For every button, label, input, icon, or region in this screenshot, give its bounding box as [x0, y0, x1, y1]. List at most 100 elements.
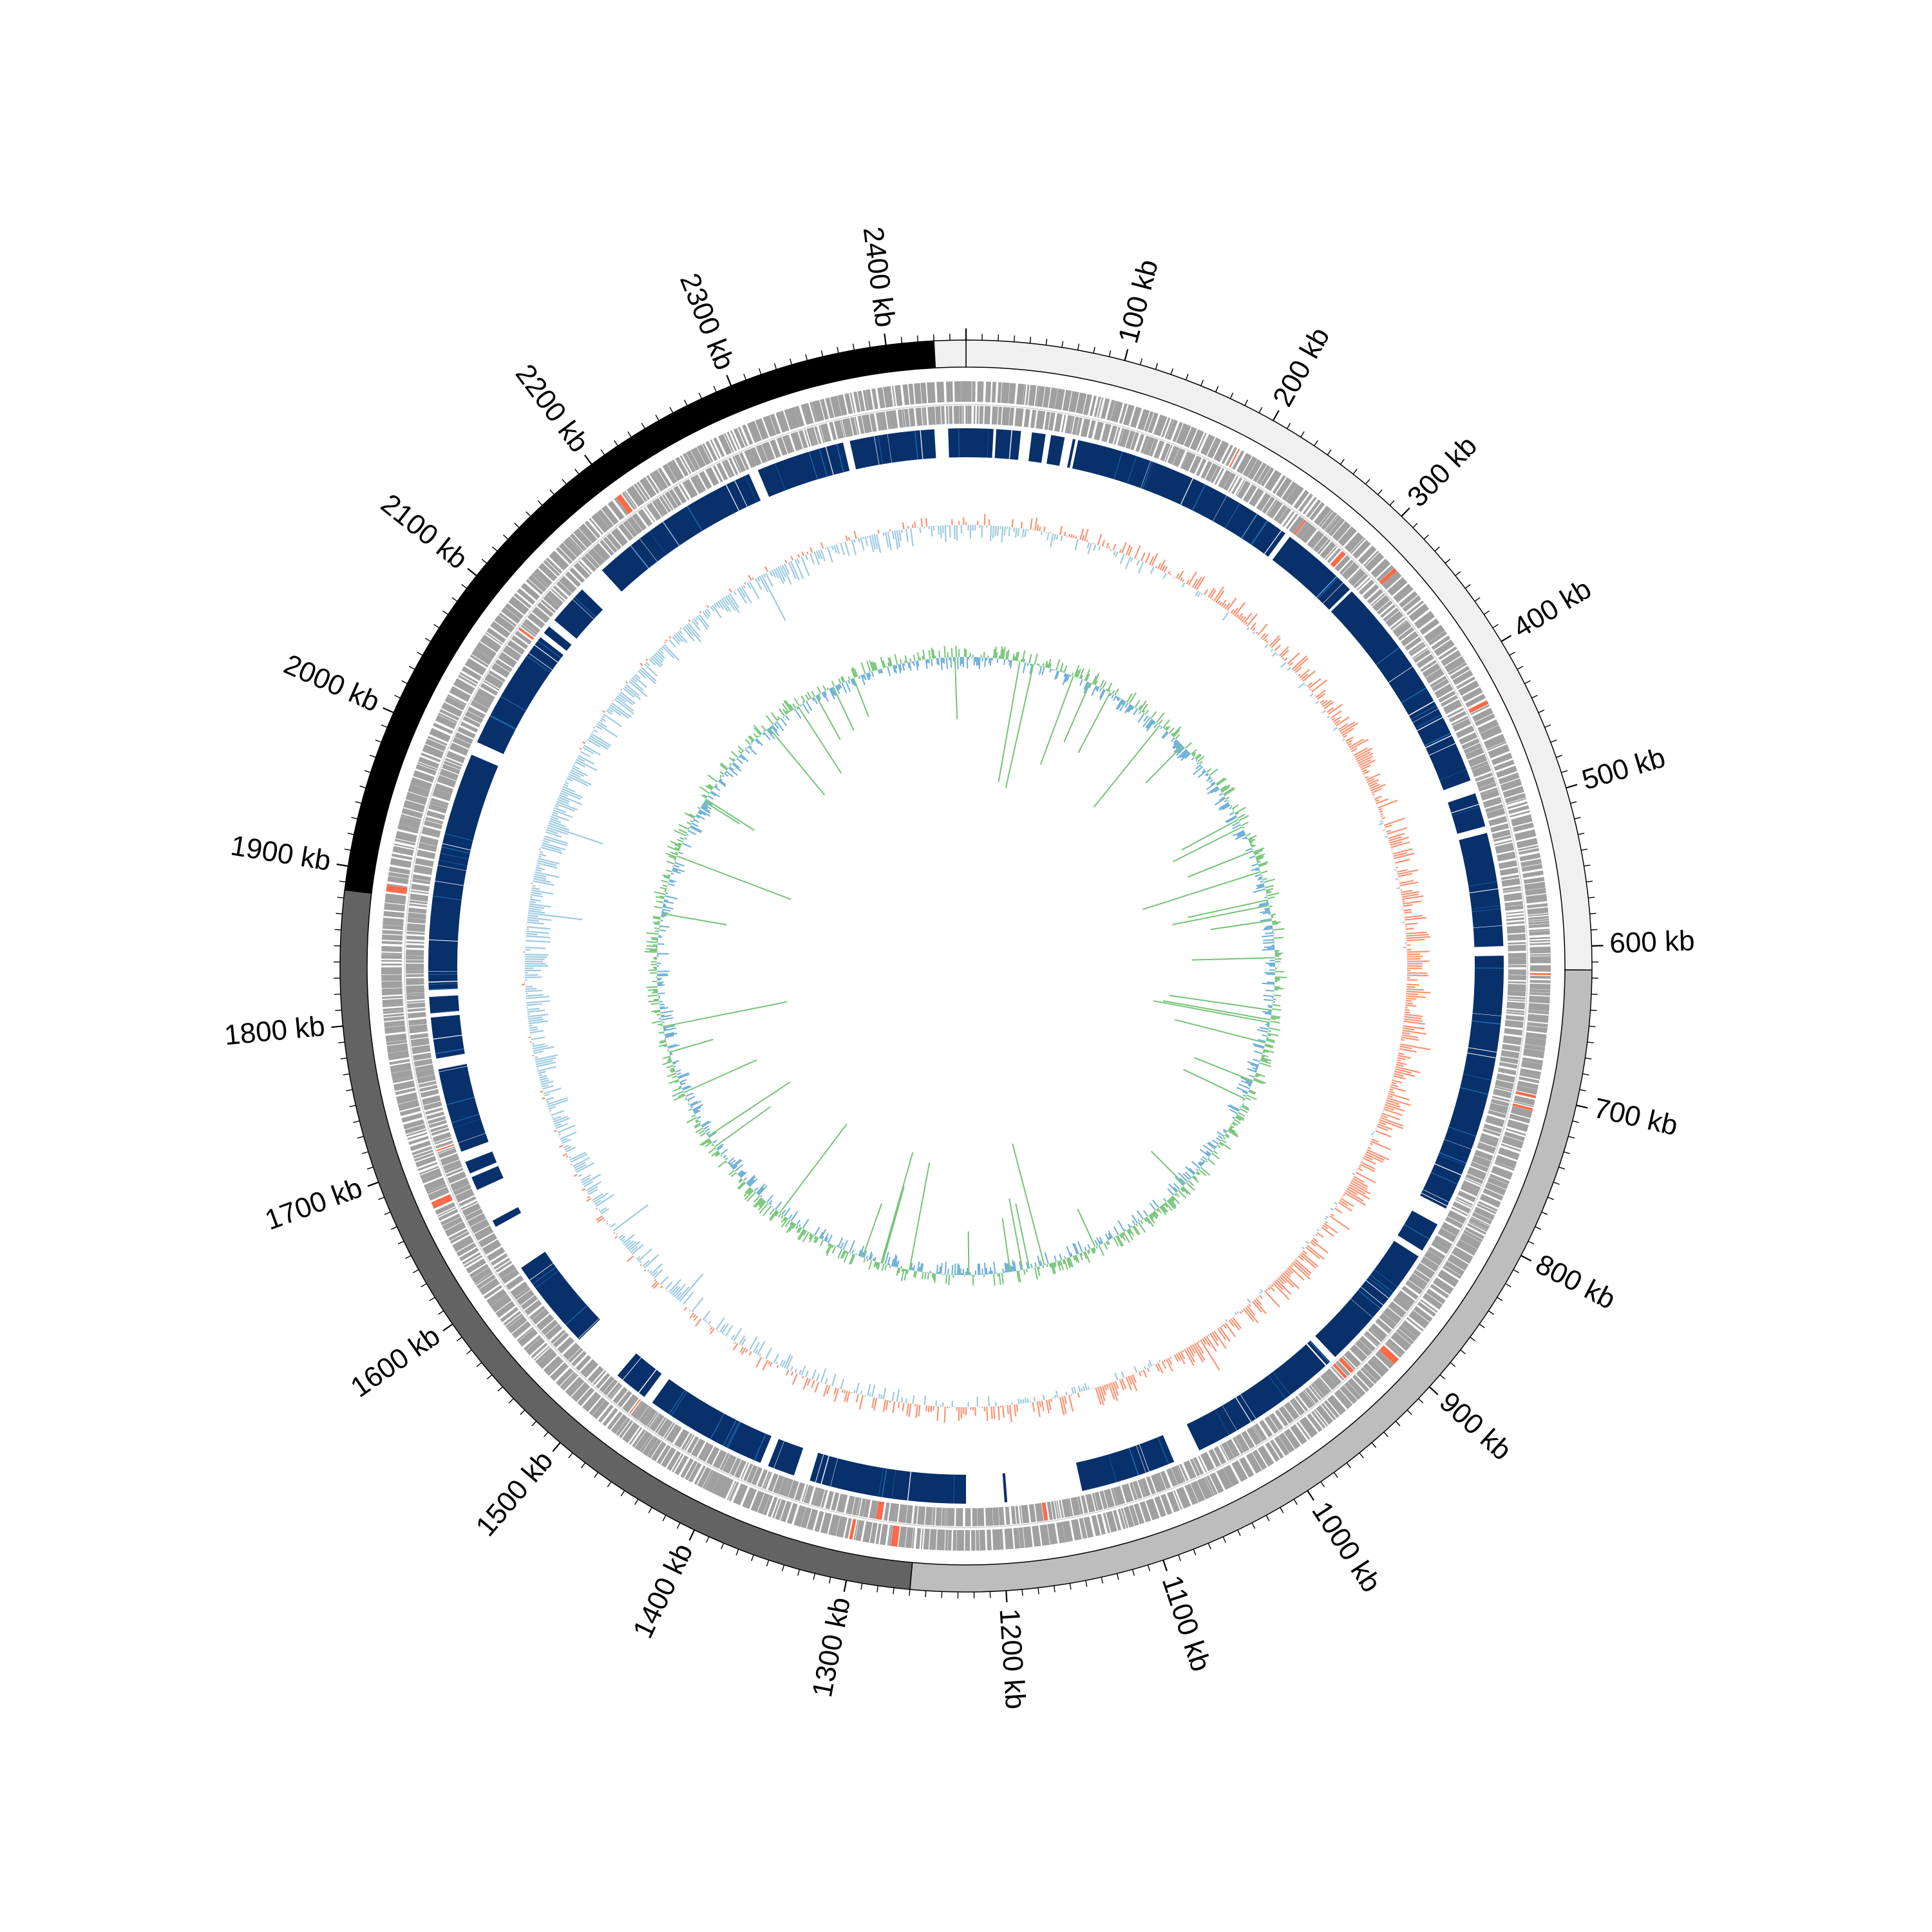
gene-feature-reverse — [904, 408, 910, 428]
gene-feature-reverse — [536, 602, 554, 618]
gene-feature-reverse — [1140, 435, 1150, 454]
homology-block-stripe — [446, 1097, 475, 1106]
gene-feature-forward — [381, 945, 402, 952]
minor-tick — [503, 535, 509, 540]
homology-block-stripe — [1128, 1448, 1139, 1476]
gene-feature-reverse — [902, 409, 906, 428]
homology-block-stripe — [953, 1474, 955, 1504]
gene-feature-forward — [728, 1481, 739, 1502]
gene-feature-reverse — [514, 1287, 531, 1300]
minor-tick — [338, 1041, 345, 1044]
gene-feature-forward — [1379, 1345, 1399, 1365]
gene-feature-reverse — [773, 1475, 785, 1494]
gene-feature-reverse — [691, 1438, 705, 1457]
gene-feature-reverse — [966, 405, 968, 424]
homology-block-stripe — [820, 1455, 829, 1484]
gene-feature-reverse — [942, 1508, 945, 1526]
gene-feature-reverse — [842, 418, 853, 437]
homology-block-stripe — [489, 715, 516, 730]
gene-feature-forward — [1363, 551, 1379, 567]
gene-feature-forward — [1264, 469, 1282, 491]
gene-feature-reverse — [1030, 410, 1037, 428]
gene-feature-forward — [543, 1356, 562, 1374]
minor-tick — [1563, 1151, 1570, 1155]
gene-feature-reverse — [1166, 1468, 1178, 1487]
homology-block — [438, 1064, 489, 1152]
homology-block-stripe — [535, 1271, 559, 1289]
minor-tick — [828, 1577, 831, 1584]
gene-feature-reverse — [627, 516, 643, 535]
homology-block-stripe — [428, 980, 458, 983]
homology-block-stripe — [958, 428, 960, 458]
gene-feature-forward — [1153, 414, 1168, 437]
gene-feature-forward — [649, 472, 664, 492]
gene-feature-reverse — [474, 1226, 494, 1241]
gene-feature-forward — [1529, 996, 1550, 1004]
gene-feature-reverse — [836, 1493, 848, 1513]
gene-feature-reverse — [426, 1112, 445, 1120]
gene-feature-reverse — [1472, 764, 1492, 777]
gene-feature-forward — [1089, 395, 1097, 417]
minor-tick — [412, 1269, 419, 1274]
gene-feature-reverse — [1289, 515, 1305, 535]
minor-tick — [337, 896, 344, 898]
gene-feature-forward — [421, 752, 441, 762]
minor-tick — [1470, 1336, 1476, 1341]
minor-tick — [1581, 848, 1588, 851]
gene-feature-reverse — [1213, 1446, 1227, 1464]
gene-feature-reverse — [1278, 1406, 1294, 1424]
minor-tick — [1244, 399, 1249, 406]
gene-feature-reverse — [426, 810, 446, 820]
gene-feature-reverse — [1036, 410, 1046, 430]
gene-feature-reverse — [464, 1208, 484, 1221]
gene-feature-forward — [469, 654, 489, 668]
gene-feature-reverse — [1503, 889, 1522, 893]
minor-tick — [876, 1586, 879, 1593]
gene-feature-reverse — [406, 1000, 425, 1003]
gene-feature-forward — [954, 381, 961, 402]
gene-feature-reverse — [1409, 643, 1426, 657]
gene-feature-forward — [999, 1529, 1004, 1550]
gene-feature-reverse — [1019, 1505, 1023, 1524]
gene-feature-forward — [459, 672, 478, 685]
gene-feature-forward — [1329, 518, 1345, 536]
gene-feature-forward — [592, 1399, 610, 1419]
gene-feature-forward — [1529, 930, 1550, 936]
gene-feature-forward — [1393, 583, 1414, 603]
minor-tick — [1568, 1135, 1575, 1139]
gene-feature-reverse — [493, 1257, 511, 1270]
gene-feature-reverse — [1164, 444, 1173, 462]
gene-feature-forward — [526, 578, 544, 595]
gene-feature-forward — [1528, 1010, 1549, 1015]
homology-block-stripe — [649, 531, 667, 555]
gene-feature-reverse — [1488, 1110, 1506, 1119]
homology-block-stripe — [528, 652, 553, 670]
gene-feature-reverse — [1431, 678, 1450, 692]
gene-feature-forward — [1154, 1496, 1166, 1517]
homology-block-stripe — [907, 1472, 911, 1501]
homology-block-stripe — [1224, 503, 1240, 529]
gene-feature-forward — [869, 1522, 878, 1544]
minor-tick — [1155, 363, 1159, 370]
homology-block-stripe — [1365, 1280, 1389, 1299]
gene-feature-reverse — [965, 405, 966, 424]
gene-feature-forward — [415, 1155, 437, 1168]
gene-feature-reverse — [520, 624, 536, 638]
homology-block-stripe — [987, 428, 989, 458]
gene-feature-reverse — [1492, 829, 1511, 839]
homology-block — [1072, 440, 1155, 490]
homology-block-stripe — [1388, 666, 1413, 683]
gene-feature-forward — [1519, 853, 1541, 862]
gene-feature-forward — [1176, 423, 1191, 446]
gene-feature-forward — [1325, 515, 1342, 534]
gene-feature-forward — [927, 382, 936, 403]
gene-feature-reverse — [913, 1506, 918, 1524]
gene-feature-forward — [1475, 713, 1495, 726]
gene-feature-forward — [1398, 1325, 1417, 1342]
homology-block-stripe — [1192, 484, 1206, 511]
gene-feature-forward — [1314, 1409, 1328, 1426]
gene-feature-forward — [1515, 1091, 1537, 1099]
gene-feature-forward — [1296, 1422, 1311, 1440]
homology-block-stripe — [1467, 1052, 1496, 1059]
minor-tick — [1474, 597, 1481, 602]
